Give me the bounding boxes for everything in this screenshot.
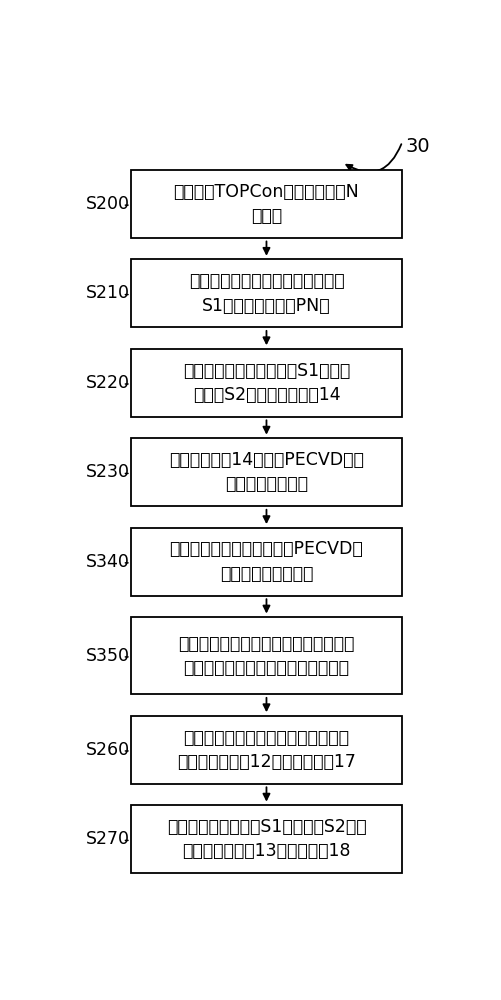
Bar <box>131 259 402 327</box>
Text: S340: S340 <box>86 553 130 571</box>
Bar <box>131 170 402 238</box>
Text: 在硅片的所述第一面和第二面上分别
沉积第一减反膜12和第二减反膜17: 在硅片的所述第一面和第二面上分别 沉积第一减反膜12和第二减反膜17 <box>177 729 356 771</box>
Bar <box>131 349 402 417</box>
Bar <box>131 716 402 784</box>
Text: 在所述微晶硅籽晶层上通过PECVD工
艺沉积掺杂微晶硅层: 在所述微晶硅籽晶层上通过PECVD工 艺沉积掺杂微晶硅层 <box>170 540 363 583</box>
Text: S200: S200 <box>86 195 130 213</box>
FancyArrowPatch shape <box>346 144 401 172</box>
Text: 在所述氧化硅14上通过PECVD工艺
沉积微晶硅籽晶层: 在所述氧化硅14上通过PECVD工艺 沉积微晶硅籽晶层 <box>169 451 364 493</box>
Text: 将所述硅片进行制绒并在其第一面
S1上进行扩散形成PN结: 将所述硅片进行制绒并在其第一面 S1上进行扩散形成PN结 <box>189 272 344 315</box>
Bar <box>131 617 402 694</box>
Bar <box>131 805 402 873</box>
Text: 30: 30 <box>406 137 430 156</box>
Text: 将所述硅片进行晶化退火处理使微晶硅
籽晶层和掺杂微晶硅层晶化成多晶硅: 将所述硅片进行晶化退火处理使微晶硅 籽晶层和掺杂微晶硅层晶化成多晶硅 <box>178 635 355 677</box>
Text: S220: S220 <box>86 374 130 392</box>
Text: S260: S260 <box>86 741 130 759</box>
Text: 在硅片的所述第一面S1和第二面S2上分
别形成第一电极13和第二电极18: 在硅片的所述第一面S1和第二面S2上分 别形成第一电极13和第二电极18 <box>167 818 366 860</box>
Text: S270: S270 <box>86 830 130 848</box>
Text: S210: S210 <box>86 284 130 302</box>
Text: S350: S350 <box>86 647 130 665</box>
Bar <box>131 438 402 506</box>
Bar <box>131 528 402 596</box>
Text: 在所述硅片与所述第一面S1相对的
第二面S2上形成氧化硅层14: 在所述硅片与所述第一面S1相对的 第二面S2上形成氧化硅层14 <box>183 362 350 404</box>
Text: 提供用于TOPCon太阳能电池的N
型硅片: 提供用于TOPCon太阳能电池的N 型硅片 <box>173 183 359 225</box>
Text: S230: S230 <box>86 463 130 481</box>
